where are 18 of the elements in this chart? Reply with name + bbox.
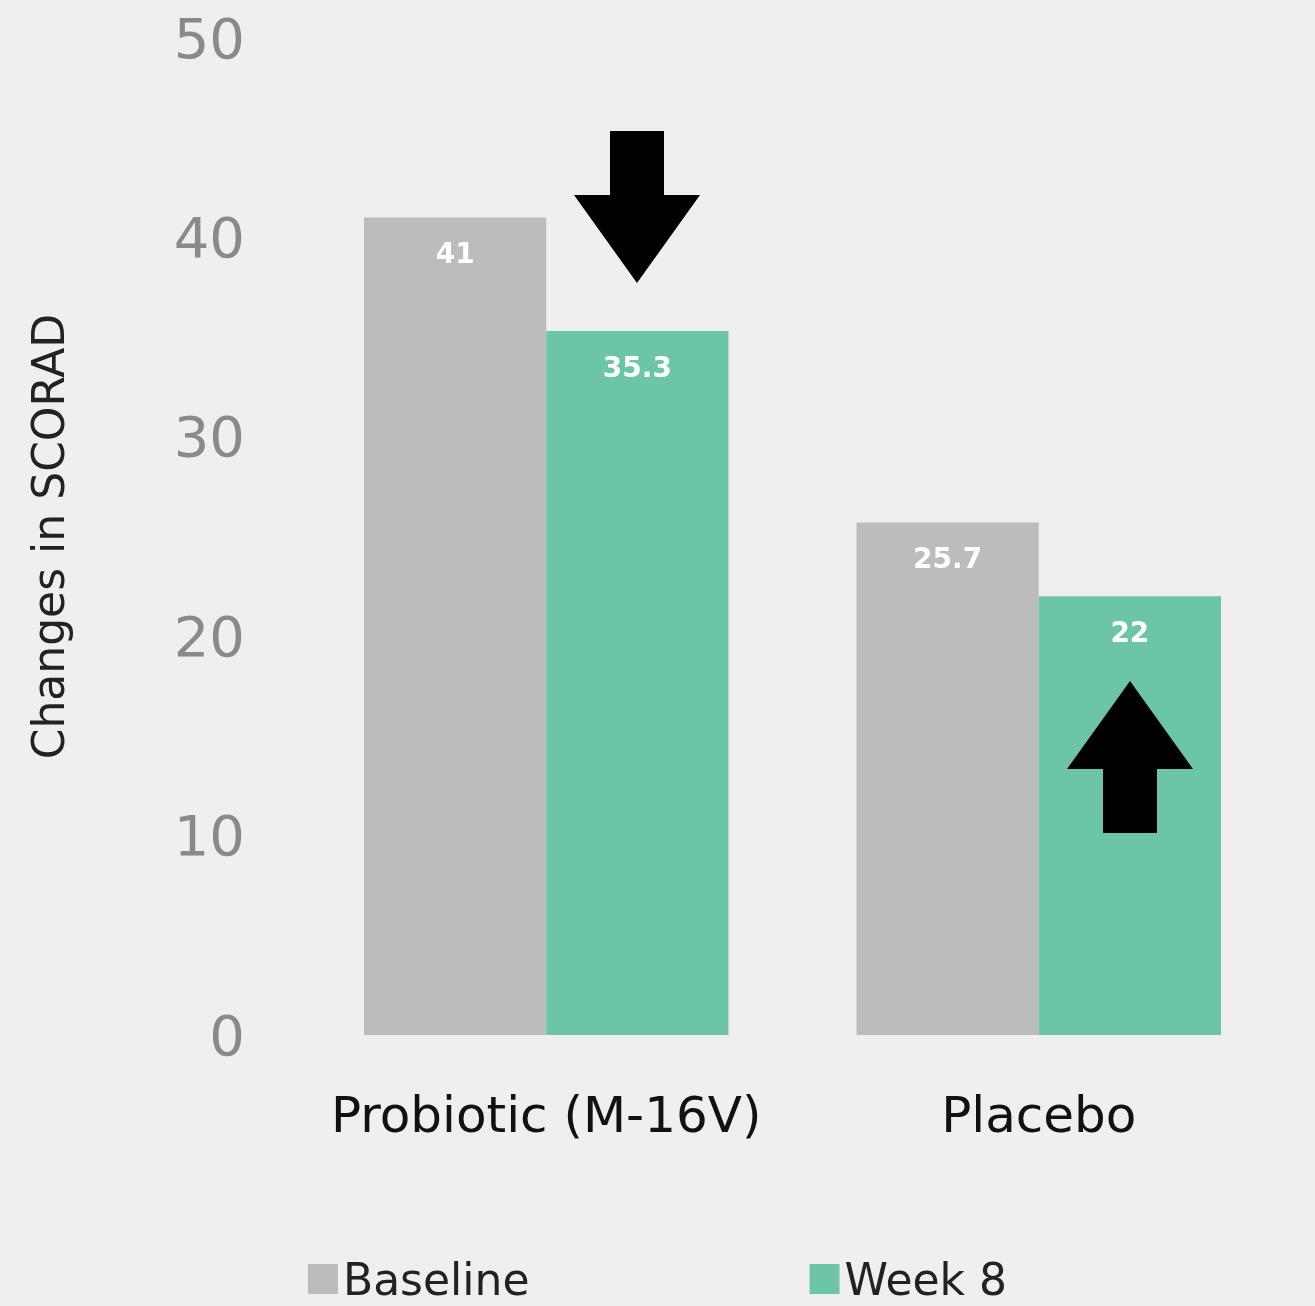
y-tick-label: 40 bbox=[173, 204, 245, 270]
data-label: 25.7 bbox=[913, 542, 983, 576]
x-tick-label: Probiotic (M-16V) bbox=[331, 1086, 762, 1144]
bar bbox=[546, 331, 729, 1035]
y-tick-label: 0 bbox=[209, 1002, 245, 1068]
legend-label: Baseline bbox=[342, 1253, 530, 1305]
bar bbox=[364, 217, 547, 1035]
data-label: 35.3 bbox=[602, 350, 672, 384]
data-label: 22 bbox=[1110, 615, 1150, 649]
bar bbox=[856, 522, 1039, 1035]
y-tick-label: 10 bbox=[173, 803, 245, 869]
x-tick-label: Placebo bbox=[941, 1086, 1137, 1144]
legend-label: Week 8 bbox=[844, 1253, 1008, 1305]
y-axis-title: Changes in SCORAD bbox=[22, 313, 74, 760]
data-label: 41 bbox=[435, 236, 475, 270]
y-tick-label: 50 bbox=[173, 5, 245, 71]
y-tick-label: 30 bbox=[173, 404, 245, 470]
y-tick-label: 20 bbox=[173, 603, 245, 669]
